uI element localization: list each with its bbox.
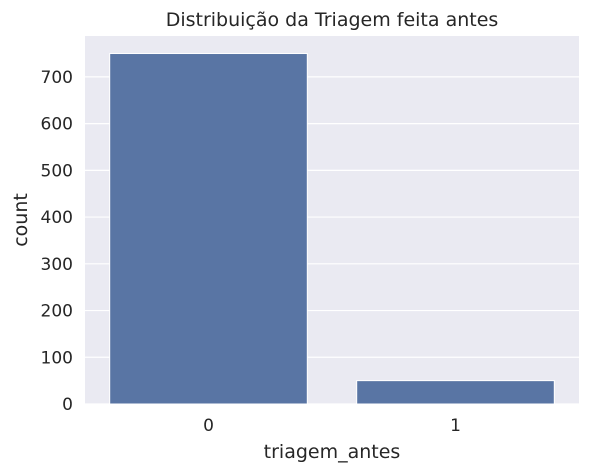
y-tick-label: 200 (41, 302, 73, 322)
x-tick-label: 0 (203, 416, 214, 436)
y-tick-label: 700 (41, 68, 73, 88)
y-tick-label: 600 (41, 115, 73, 135)
y-axis-ticks: 0 100 200 300 400 500 600 700 (41, 68, 73, 415)
bars (109, 53, 555, 405)
y-tick-label: 100 (41, 348, 73, 368)
chart-title: Distribuição da Triagem feita antes (166, 9, 499, 31)
y-tick-label: 300 (41, 255, 73, 275)
bar-0 (109, 53, 308, 405)
y-axis-label: count (10, 193, 32, 247)
x-tick-label: 1 (450, 416, 461, 436)
bar-1 (356, 380, 555, 405)
y-tick-label: 500 (41, 161, 73, 181)
y-tick-label: 400 (41, 208, 73, 228)
x-axis-label: triagem_antes (264, 441, 401, 463)
y-tick-label: 0 (62, 395, 73, 415)
